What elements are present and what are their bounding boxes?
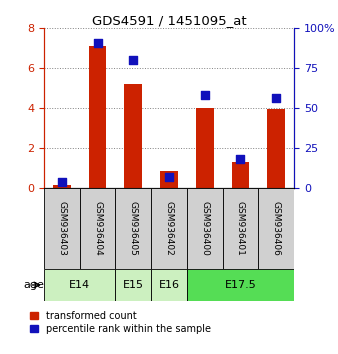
Bar (196, 108, 214, 188)
Text: E17.5: E17.5 (224, 280, 256, 290)
Bar (160, 171, 178, 188)
Point (238, 156, 243, 162)
Point (273, 96, 279, 101)
Bar (258, 188, 294, 269)
Text: age: age (23, 280, 44, 290)
Bar (44, 269, 115, 301)
Text: E14: E14 (69, 280, 90, 290)
Point (166, 175, 172, 180)
Bar (223, 188, 258, 269)
Bar (187, 269, 294, 301)
Text: GSM936404: GSM936404 (93, 201, 102, 256)
Bar (89, 46, 106, 188)
Point (95, 40, 100, 46)
Bar (151, 188, 187, 269)
Text: GSM936403: GSM936403 (57, 201, 66, 256)
Bar (151, 269, 187, 301)
Bar (232, 162, 249, 188)
Text: GSM936401: GSM936401 (236, 201, 245, 256)
Bar (53, 185, 71, 188)
Text: GSM936406: GSM936406 (272, 201, 281, 256)
Bar (187, 188, 223, 269)
Legend: transformed count, percentile rank within the sample: transformed count, percentile rank withi… (28, 309, 213, 336)
Bar (267, 109, 285, 188)
Bar (124, 84, 142, 188)
Point (59, 179, 65, 185)
Bar (115, 269, 151, 301)
Text: GSM936400: GSM936400 (200, 201, 209, 256)
Point (202, 92, 208, 98)
Title: GDS4591 / 1451095_at: GDS4591 / 1451095_at (92, 14, 246, 27)
Text: GSM936405: GSM936405 (129, 201, 138, 256)
Text: E16: E16 (159, 280, 179, 290)
Text: GSM936402: GSM936402 (165, 201, 173, 256)
Bar (44, 188, 80, 269)
Text: E15: E15 (123, 280, 144, 290)
Point (130, 57, 136, 63)
Bar (80, 188, 115, 269)
Bar (115, 188, 151, 269)
